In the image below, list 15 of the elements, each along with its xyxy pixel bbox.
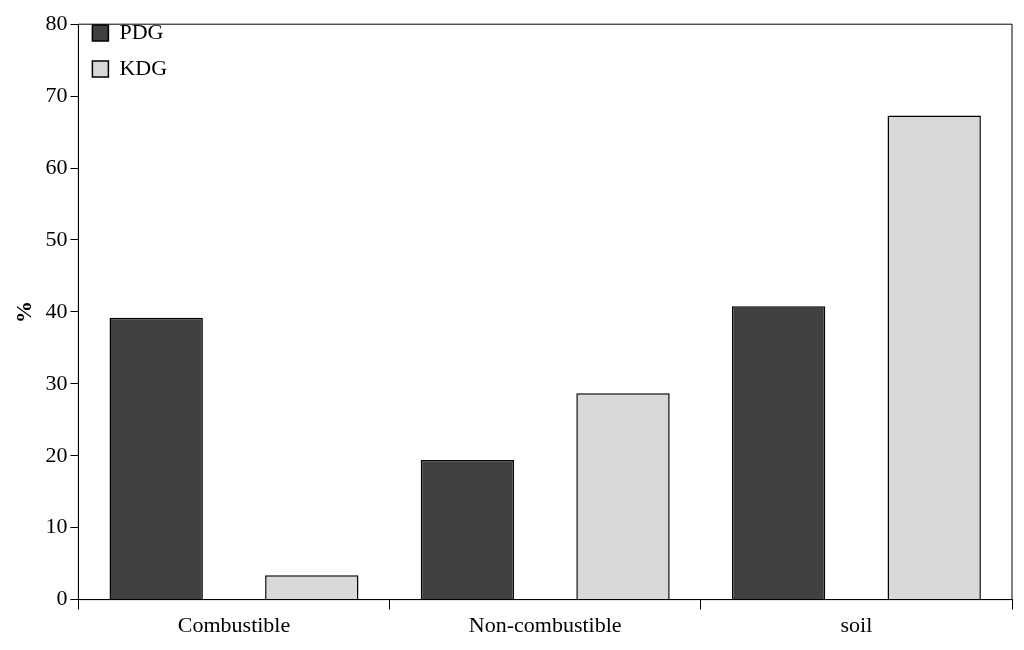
y-tick-label: 80	[45, 9, 68, 35]
legend-label: PDG	[119, 18, 164, 44]
x-tick-label: soil	[840, 611, 873, 637]
y-tick-label: 70	[45, 81, 68, 107]
y-tick-label: 0	[56, 585, 68, 611]
x-tick-label: Non-combustible	[468, 611, 622, 637]
y-tick-label: 30	[45, 369, 68, 395]
y-tick-label: 60	[45, 153, 68, 179]
y-tick-label: 50	[45, 225, 68, 251]
y-axis-title: %	[10, 300, 36, 323]
y-tick-label: 10	[45, 513, 68, 539]
y-tick-label: 20	[45, 441, 68, 467]
legend-label: KDG	[119, 54, 168, 80]
x-tick-label: Combustible	[177, 611, 291, 637]
y-tick-label: 40	[45, 297, 68, 323]
